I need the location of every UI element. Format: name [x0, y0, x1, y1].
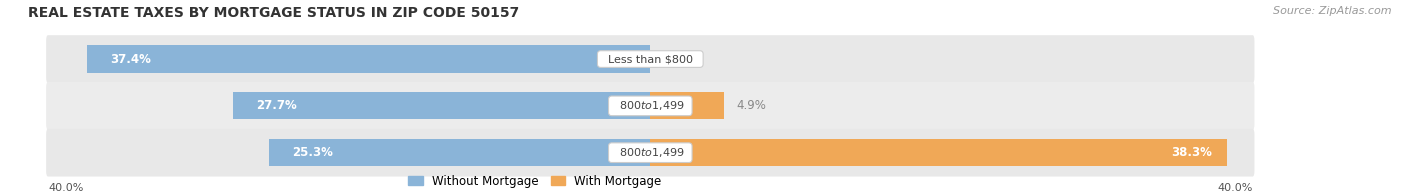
FancyBboxPatch shape: [46, 35, 1254, 83]
Text: 4.9%: 4.9%: [737, 99, 766, 112]
FancyBboxPatch shape: [46, 82, 1254, 130]
Text: 40.0%: 40.0%: [48, 183, 83, 193]
Bar: [651, 139, 1227, 166]
Text: REAL ESTATE TAXES BY MORTGAGE STATUS IN ZIP CODE 50157: REAL ESTATE TAXES BY MORTGAGE STATUS IN …: [28, 6, 519, 20]
Text: 38.3%: 38.3%: [1171, 146, 1212, 159]
Text: $800 to $1,499: $800 to $1,499: [612, 146, 689, 159]
Text: 27.7%: 27.7%: [256, 99, 297, 112]
Text: Source: ZipAtlas.com: Source: ZipAtlas.com: [1274, 6, 1392, 16]
FancyBboxPatch shape: [46, 129, 1254, 177]
Text: 0.0%: 0.0%: [662, 53, 692, 66]
Bar: [270, 139, 651, 166]
Text: Less than $800: Less than $800: [600, 54, 700, 64]
Text: 25.3%: 25.3%: [292, 146, 333, 159]
Text: $800 to $1,499: $800 to $1,499: [612, 99, 689, 112]
Bar: [87, 45, 651, 73]
Bar: [233, 92, 651, 119]
Legend: Without Mortgage, With Mortgage: Without Mortgage, With Mortgage: [404, 170, 666, 192]
Text: 37.4%: 37.4%: [110, 53, 150, 66]
Text: 40.0%: 40.0%: [1218, 183, 1253, 193]
Bar: [651, 92, 724, 119]
